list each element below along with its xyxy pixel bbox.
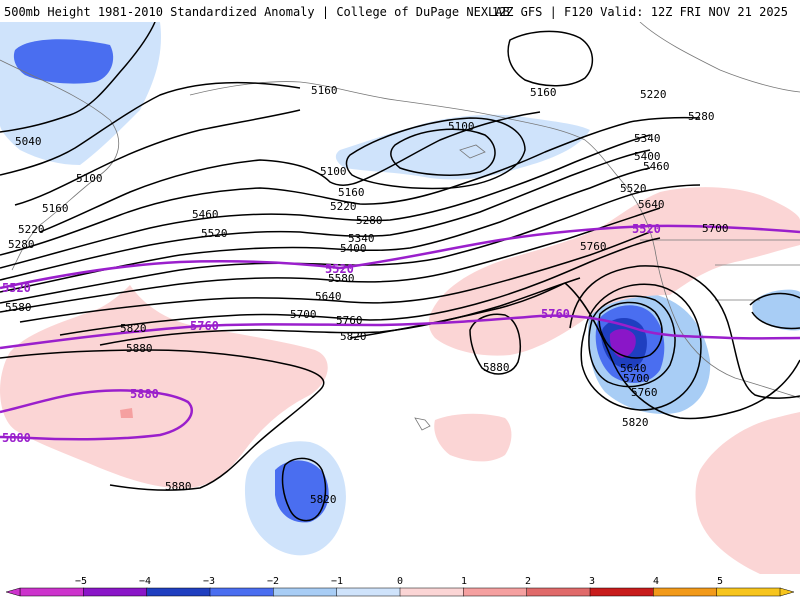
contour-label-5880b: 5880	[483, 361, 510, 374]
contour-label-5820: 5820	[120, 322, 147, 335]
contour-label-5160d: 5160	[338, 186, 365, 199]
colorbar-tick: −3	[203, 576, 215, 587]
anomaly-colorbar: −5 −4 −3 −2 −1 0 1 2 3 4 5	[5, 576, 795, 597]
highlight-label-5760: 5760	[190, 319, 219, 333]
colorbar-tick: −1	[331, 576, 343, 587]
contour-label-5520: 5520	[201, 227, 228, 240]
colorbar-arrow-left	[5, 587, 21, 597]
contour-label-5580b: 5580	[5, 301, 32, 314]
contour-label-5580: 5580	[328, 272, 355, 285]
contour-label-5160c: 5160	[42, 202, 69, 215]
colorbar-segment	[589, 587, 655, 597]
coastlines	[0, 22, 800, 431]
contour-label-5280: 5280	[8, 238, 35, 251]
contour-label-5220: 5220	[18, 223, 45, 236]
highlight-labels: 5520 5520 5520 5760 5760 5880 5880	[2, 222, 661, 445]
contour-label-5880c: 5880	[165, 480, 192, 493]
contour-label-5640b: 5640	[638, 198, 665, 211]
contour-label-5760b: 5760	[580, 240, 607, 253]
contour-label-5640c: 5640	[620, 362, 647, 375]
map-title: 500mb Height 1981-2010 Standardized Anom…	[4, 5, 510, 19]
model-run-info: 12Z GFS | F120 Valid: 12Z FRI NOV 21 202…	[491, 5, 788, 19]
contour-label-5520b: 5520	[620, 182, 647, 195]
contour-labels: 5040 5100 5100 5100 5160 5160 5160 5160 …	[5, 84, 729, 506]
colorbar-tick: 3	[589, 576, 595, 587]
contour-label-5700: 5700	[290, 308, 317, 321]
colorbar-tick: 1	[461, 576, 467, 587]
colorbar-tick: −4	[139, 576, 151, 587]
colorbar-tick: 4	[653, 576, 659, 587]
anomaly-shading	[0, 22, 800, 574]
highlight-label-5880: 5880	[130, 387, 159, 401]
colorbar-arrow-right	[779, 587, 795, 597]
contour-label-5880: 5880	[126, 342, 153, 355]
contour-label-5160b: 5160	[530, 86, 557, 99]
contour-label-5100: 5100	[76, 172, 103, 185]
colorbar-tick: −2	[267, 576, 279, 587]
colorbar-segment	[399, 587, 465, 597]
colorbar-segment	[653, 587, 718, 597]
colorbar-tick: 0	[397, 576, 403, 587]
highlight-label-5520b: 5520	[325, 262, 354, 276]
contour-5760	[0, 314, 800, 350]
highlight-label-5880b: 5880	[2, 431, 31, 445]
contour-label-5700b: 5700	[702, 222, 729, 235]
colorbar-segment	[336, 587, 401, 597]
highlight-label-5520c: 5520	[632, 222, 661, 236]
colorbar-segment	[83, 587, 148, 597]
highlight-contours	[0, 224, 800, 441]
contour-label-5280b: 5280	[688, 110, 715, 123]
colorbar-segment	[526, 587, 591, 597]
contour-label-5340: 5340	[634, 132, 661, 145]
colorbar-segment	[716, 587, 781, 597]
contour-label-5340b: 5340	[348, 232, 375, 245]
contour-5880	[0, 389, 194, 441]
highlight-label-5760b: 5760	[541, 307, 570, 321]
contour-label-5700c: 5700	[623, 372, 650, 385]
contour-label-5100b: 5100	[448, 120, 475, 133]
contour-label-5400b: 5400	[340, 242, 367, 255]
contour-label-5460b: 5460	[643, 160, 670, 173]
colorbar-segment	[146, 587, 211, 597]
colorbar-segment	[209, 587, 275, 597]
map-header: 500mb Height 1981-2010 Standardized Anom…	[0, 0, 800, 22]
contour-label-5400: 5400	[634, 150, 661, 163]
contour-label-5820b: 5820	[340, 330, 367, 343]
colorbar-bar	[5, 587, 795, 597]
contour-label-5760c: 5760	[631, 386, 658, 399]
colorbar-segment	[273, 587, 338, 597]
contour-label-5820d: 5820	[310, 493, 337, 506]
colorbar-segment	[19, 587, 85, 597]
contour-label-5220b: 5220	[640, 88, 667, 101]
colorbar-ticks: −5 −4 −3 −2 −1 0 1 2 3 4 5	[75, 576, 723, 587]
contour-label-5220c: 5220	[330, 200, 357, 213]
contour-label-5160: 5160	[311, 84, 338, 97]
contour-5520	[0, 224, 800, 290]
colorbar-segment	[463, 587, 528, 597]
height-contours	[0, 22, 800, 522]
contour-label-5280c: 5280	[356, 214, 383, 227]
contour-label-5640: 5640	[315, 290, 342, 303]
colorbar-tick: −5	[75, 576, 87, 587]
colorbar-tick: 5	[717, 576, 723, 587]
contour-label-5100c: 5100	[320, 165, 347, 178]
contour-label-5460: 5460	[192, 208, 219, 221]
anomaly-map: 5040 5100 5100 5100 5160 5160 5160 5160 …	[0, 22, 800, 574]
contour-label-5760: 5760	[336, 314, 363, 327]
highlight-label-5520: 5520	[2, 281, 31, 295]
contour-label-5040: 5040	[15, 135, 42, 148]
colorbar-tick: 2	[525, 576, 531, 587]
contour-label-5820c: 5820	[622, 416, 649, 429]
